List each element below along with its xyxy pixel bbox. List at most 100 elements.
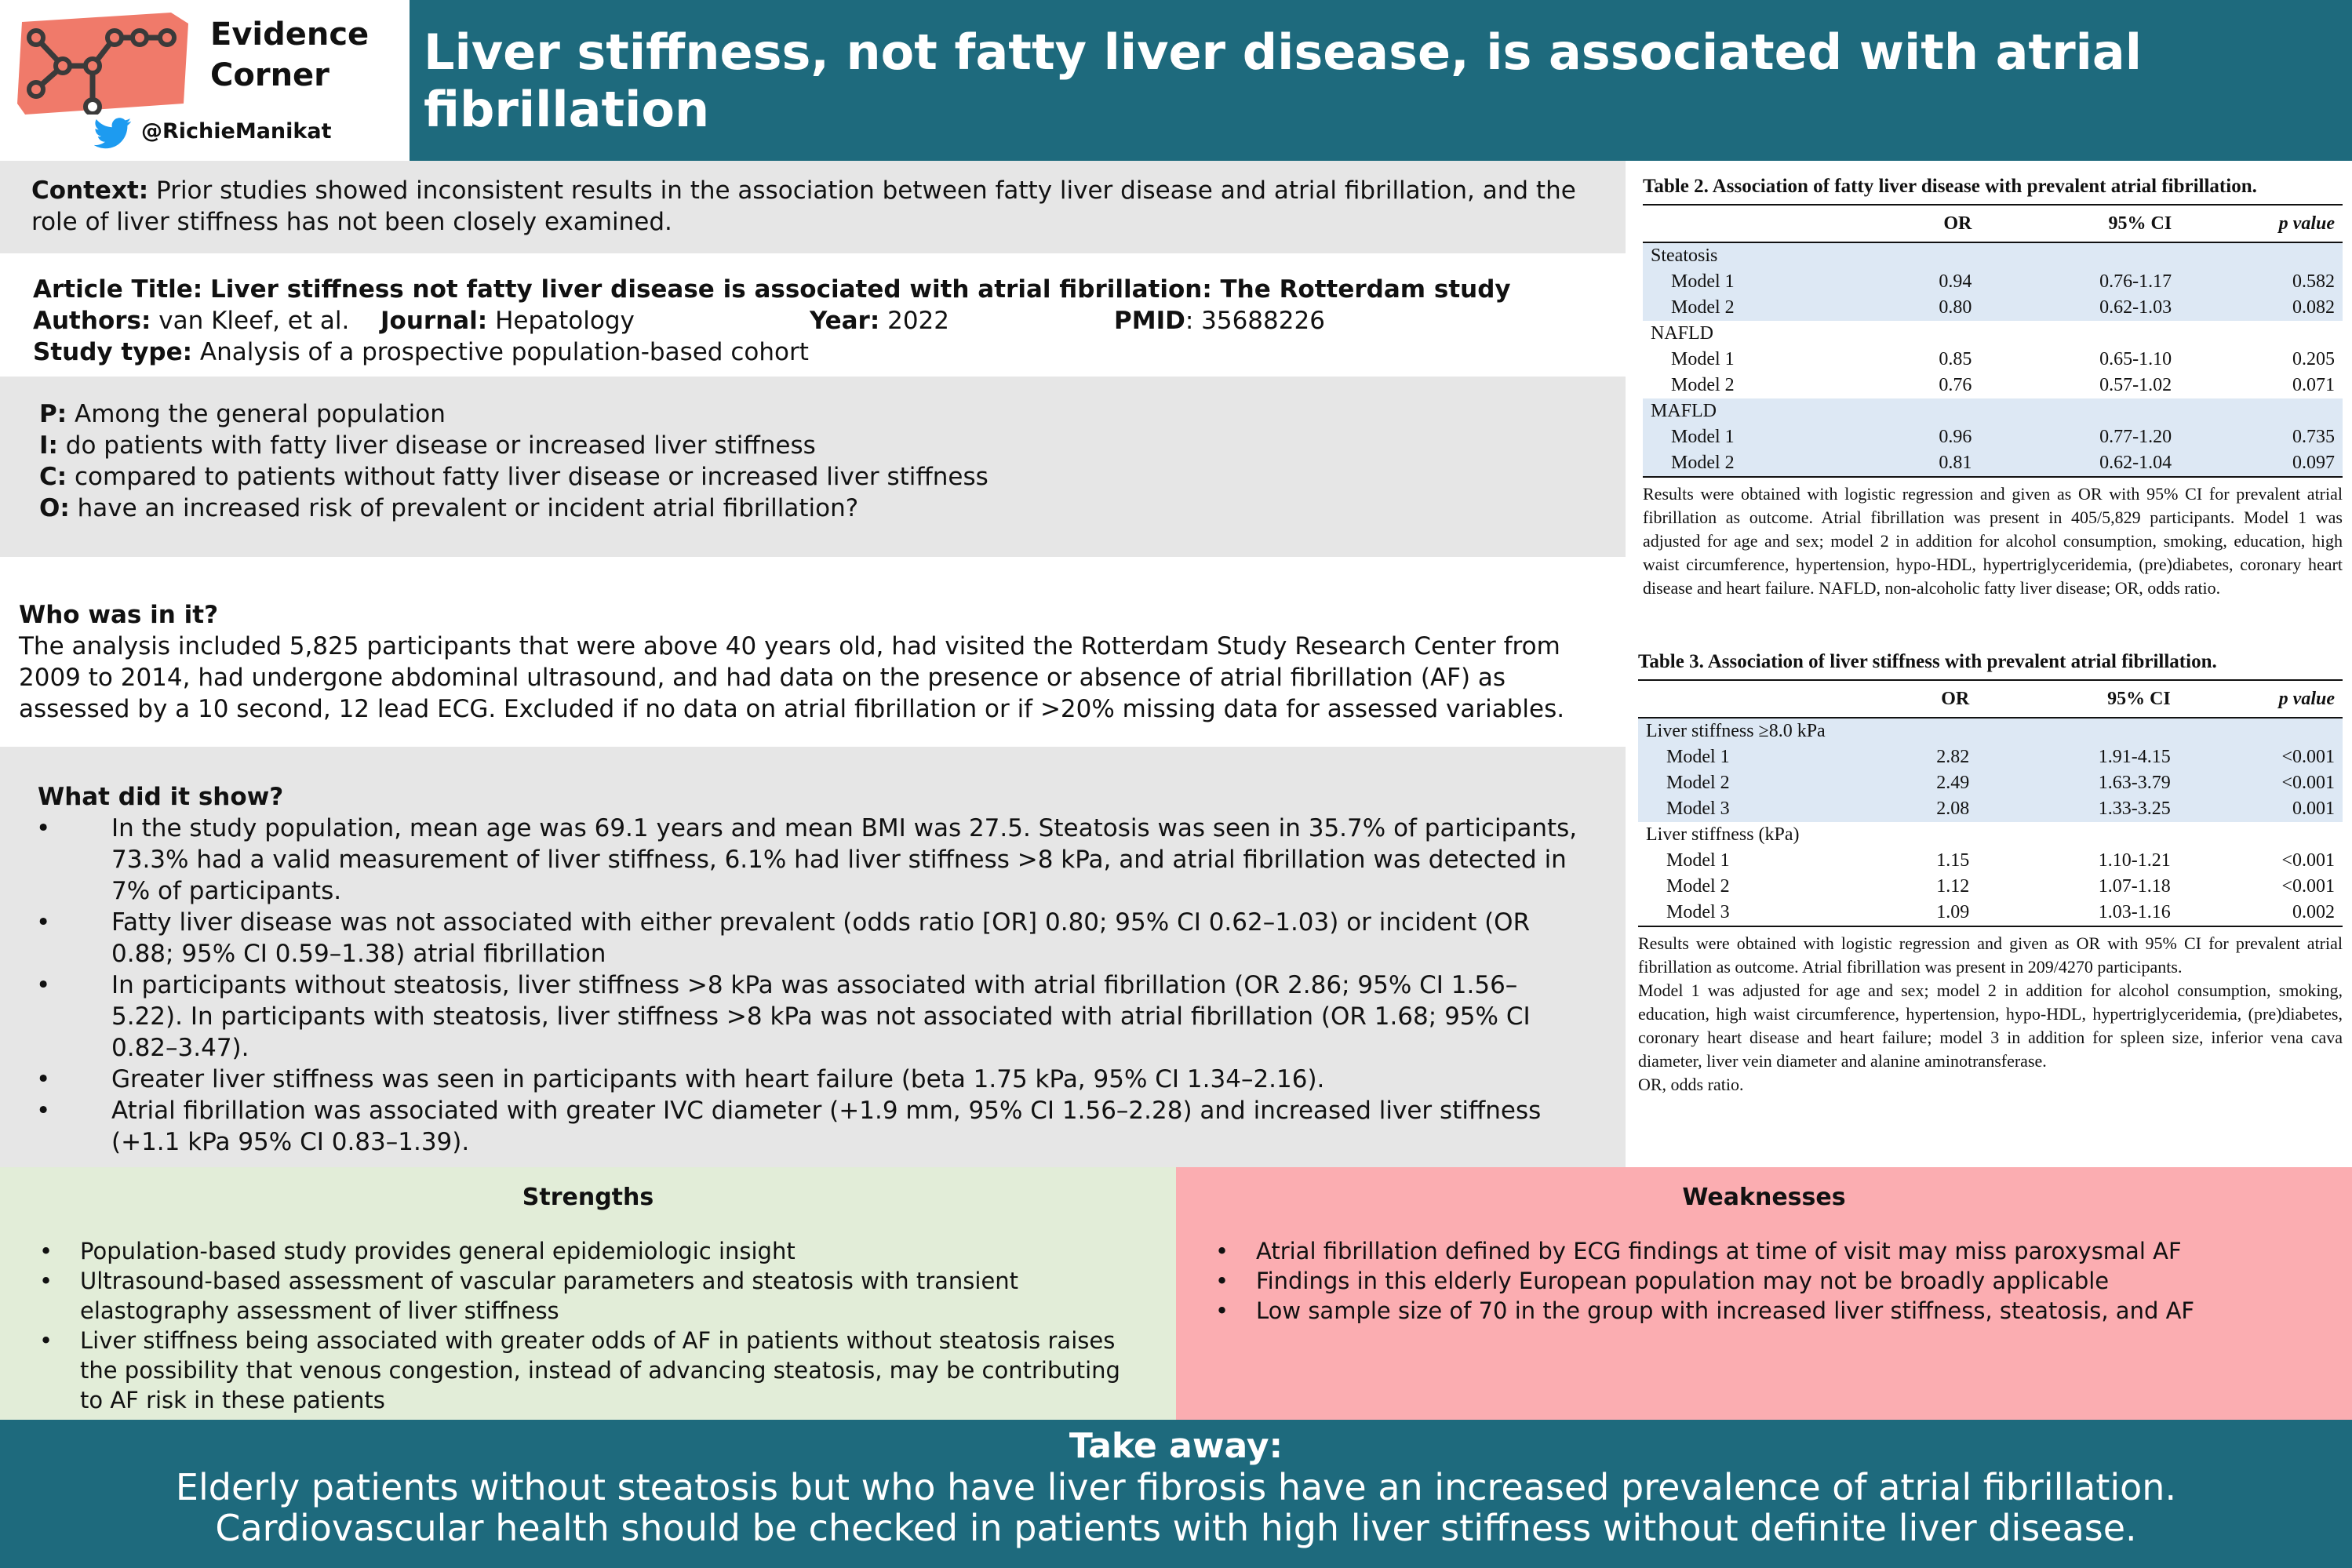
table-header-row: OR 95% CI p value xyxy=(1638,680,2343,718)
or-cell: 0.76 xyxy=(1939,375,1972,395)
group-label: Liver stiffness (kPa) xyxy=(1646,824,1800,845)
authors-value: van Kleef, et al. xyxy=(158,307,350,335)
table-group-row: Liver stiffness ≥8.0 kPa xyxy=(1638,718,2343,744)
column-header: 95% CI xyxy=(2108,213,2172,234)
study-type-value: Analysis of a prospective population-bas… xyxy=(199,338,809,366)
p-cell: 0.097 xyxy=(2292,453,2335,473)
takeaway-section: Take away: Elderly patients without stea… xyxy=(0,1420,2352,1568)
or-cell: 0.81 xyxy=(1939,453,1972,473)
pico-p-label: P: xyxy=(39,400,67,428)
p-cell: <0.001 xyxy=(2281,850,2335,871)
table-row: Model 2 2.49 1.63-3.79 <0.001 xyxy=(1638,770,2343,796)
context-section: Context: Prior studies showed inconsiste… xyxy=(0,161,1626,253)
table-3-footnote-2: Model 1 was adjusted for age and sex; mo… xyxy=(1638,980,2343,1071)
findings-item: • In the study population, mean age was … xyxy=(36,813,1588,907)
table-group-row: Liver stiffness (kPa) xyxy=(1638,822,2343,848)
pico-o-label: O: xyxy=(39,494,70,522)
pico-c: C: compared to patients without fatty li… xyxy=(39,461,1586,493)
table-row: Model 2 1.12 1.07-1.18 <0.001 xyxy=(1638,874,2343,900)
table-row: Model 2 0.80 0.62-1.03 0.082 xyxy=(1643,295,2343,321)
takeaway-heading: Take away: xyxy=(1069,1426,1283,1466)
table-3-footnote-3: OR, odds ratio. xyxy=(1638,1075,1744,1094)
findings-item: • Fatty liver disease was not associated… xyxy=(36,907,1588,970)
ci-cell: 0.57-1.02 xyxy=(2099,375,2172,395)
weaknesses-heading: Weaknesses xyxy=(1682,1184,1846,1211)
logo-area: Evidence Corner @RichieManikat xyxy=(0,0,410,161)
weakness-text: Low sample size of 70 in the group with … xyxy=(1256,1297,2195,1324)
ci-cell: 1.91-4.15 xyxy=(2098,747,2171,767)
brand-name: Evidence Corner xyxy=(210,14,369,96)
year-value: 2022 xyxy=(887,307,949,335)
bullet-icon: • xyxy=(1215,1268,1229,1294)
bullet-icon: • xyxy=(1215,1238,1229,1264)
strengths-heading: Strengths xyxy=(522,1184,654,1211)
or-cell: 1.15 xyxy=(1936,850,1970,871)
table-2-panel: Table 2. Association of fatty liver dise… xyxy=(1643,176,2343,600)
pico-i-label: I: xyxy=(39,431,58,460)
pico-o: O: have an increased risk of prevalent o… xyxy=(39,493,1586,524)
ci-cell: 0.65-1.10 xyxy=(2099,349,2172,369)
table-3-title: Table 3. Association of liver stiffness … xyxy=(1638,651,2217,672)
group-label: MAFLD xyxy=(1651,401,1717,421)
pico-p-text: Among the general population xyxy=(74,400,446,428)
table-group-row: NAFLD xyxy=(1643,321,2343,347)
pico-i: I: do patients with fatty liver disease … xyxy=(39,430,1586,461)
brand-line-2: Corner xyxy=(210,57,329,93)
model-cell: Model 2 xyxy=(1666,773,1730,793)
or-cell: 1.09 xyxy=(1936,902,1970,922)
table-row: Model 3 2.08 1.33-3.25 0.001 xyxy=(1638,796,2343,822)
p-cell: 0.582 xyxy=(2292,271,2335,292)
or-cell: 0.85 xyxy=(1939,349,1972,369)
table-3: OR 95% CI p value Liver stiffness ≥8.0 k… xyxy=(1638,679,2343,927)
p-cell: 0.002 xyxy=(2292,902,2335,922)
table-3-panel: Table 3. Association of liver stiffness … xyxy=(1638,651,2343,1097)
list-item: • Findings in this elderly European popul… xyxy=(1215,1266,2313,1296)
table-row: Model 1 0.94 0.76-1.17 0.582 xyxy=(1643,269,2343,295)
strengths-list: • Population-based study provides general… xyxy=(39,1236,1137,1415)
ci-cell: 1.33-3.25 xyxy=(2098,799,2171,819)
ci-cell: 0.62-1.04 xyxy=(2099,453,2172,473)
findings-item-text: In the study population, mean age was 69… xyxy=(111,814,1578,905)
bullet-icon: • xyxy=(1215,1297,1229,1324)
article-title: Liver stiffness not fatty liver disease … xyxy=(210,275,1511,304)
findings-item: • In participants without steatosis, liv… xyxy=(36,970,1588,1064)
bullet-icon: • xyxy=(36,814,51,842)
column-header: p value xyxy=(2278,688,2335,709)
p-cell: <0.001 xyxy=(2281,876,2335,897)
bullet-icon: • xyxy=(39,1268,53,1294)
ci-cell: 1.03-1.16 xyxy=(2098,902,2171,922)
pico-c-label: C: xyxy=(39,463,67,491)
findings-item-text: Greater liver stiffness was seen in part… xyxy=(111,1065,1325,1093)
model-cell: Model 2 xyxy=(1671,297,1735,318)
model-cell: Model 1 xyxy=(1666,747,1730,767)
article-meta-line: Authors: van Kleef, et al. Journal: Hepa… xyxy=(33,305,1593,337)
who-section: Who was in it? The analysis included 5,8… xyxy=(0,557,1626,747)
table-3-footnote-1: Results were obtained with logistic regr… xyxy=(1638,933,2343,977)
ci-cell: 1.07-1.18 xyxy=(2098,876,2171,897)
table-group-row: MAFLD xyxy=(1643,398,2343,424)
journal-label: Journal: xyxy=(380,307,488,335)
table-2: OR 95% CI p value Steatosis Model 1 0.94 0… xyxy=(1643,204,2343,478)
strength-text: Liver stiffness being associated with gr… xyxy=(80,1327,1120,1413)
or-cell: 0.80 xyxy=(1939,297,1972,318)
table-row: Model 2 0.81 0.62-1.04 0.097 xyxy=(1643,450,2343,477)
list-item: • Liver stiffness being associated with g… xyxy=(39,1326,1137,1415)
brand-line-1: Evidence xyxy=(210,16,370,53)
pico-section: P: Among the general population I: do pa… xyxy=(0,377,1626,557)
table-row: Model 3 1.09 1.03-1.16 0.002 xyxy=(1638,900,2343,926)
list-item: • Population-based study provides general… xyxy=(39,1236,1137,1266)
table-row: Model 1 2.82 1.91-4.15 <0.001 xyxy=(1638,744,2343,770)
who-heading: Who was in it? xyxy=(19,601,219,629)
column-header: OR xyxy=(1941,688,1970,709)
twitter-handle[interactable]: @RichieManikat xyxy=(141,119,332,144)
weakness-text: Findings in this elderly European popula… xyxy=(1256,1268,2110,1294)
article-title-label: Article Title: xyxy=(33,275,203,304)
pico-i-text: do patients with fatty liver disease or … xyxy=(65,431,816,460)
group-label: NAFLD xyxy=(1651,323,1714,344)
table-group-row: Steatosis xyxy=(1643,242,2343,269)
or-cell: 1.12 xyxy=(1936,876,1970,897)
weakness-text: Atrial fibrillation defined by ECG findi… xyxy=(1256,1238,2182,1264)
column-header: 95% CI xyxy=(2107,688,2171,709)
bullet-icon: • xyxy=(36,1065,51,1093)
model-cell: Model 1 xyxy=(1666,850,1730,871)
